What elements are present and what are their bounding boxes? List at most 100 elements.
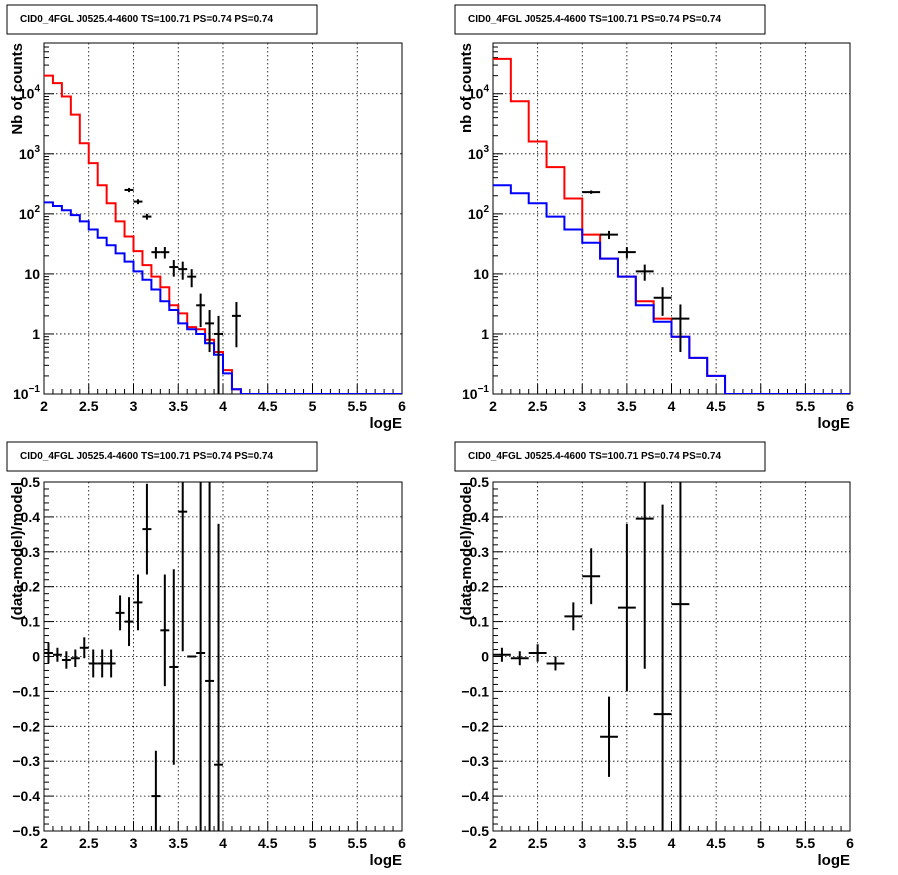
model-background-histogram	[44, 201, 402, 394]
x-axis-label: logE	[370, 852, 403, 869]
data-point	[564, 602, 583, 631]
residual-panel-right: CID0_4FGL J0525.4-4600 TS=100.71 PS=0.74…	[454, 441, 854, 869]
title-frame	[454, 4, 766, 35]
x-tick-label: 2	[40, 835, 48, 851]
y-tick-label: −0.2	[461, 718, 489, 734]
y-tick-label: 0.2	[470, 579, 490, 595]
model-background-histogram	[493, 184, 850, 394]
y-ticks	[44, 481, 54, 832]
data-point	[70, 649, 80, 667]
y-tick-label: −0.5	[12, 823, 40, 839]
x-tick-label: 3	[578, 835, 586, 851]
y-tick-label: 104	[468, 84, 490, 102]
x-tick-label: 2.5	[528, 398, 548, 414]
x-tick-label: 2	[489, 835, 497, 851]
x-tick-label: 3	[130, 835, 138, 851]
y-tick-label: 104	[19, 84, 41, 102]
grid	[43, 43, 403, 395]
data-point	[546, 656, 565, 671]
data-point	[44, 642, 53, 664]
y-tick-label: 102	[19, 204, 41, 222]
x-tick-label: 5	[757, 835, 765, 851]
chart-title: CID0_4FGL J0525.4-4600 TS=100.71 PS=0.74…	[468, 451, 721, 462]
data-point	[133, 574, 143, 631]
y-tick-label: 0.4	[21, 509, 41, 525]
x-tick-label: 4.5	[706, 398, 726, 414]
x-tick-label: 3.5	[617, 835, 637, 851]
x-tick-label: 5.5	[796, 835, 816, 851]
title-box: CID0_4FGL J0525.4-4600 TS=100.71 PS=0.74…	[454, 4, 766, 35]
x-tick-label: 4	[668, 398, 676, 414]
data-point	[106, 649, 116, 678]
data-point	[169, 260, 179, 277]
x-tick-label: 6	[846, 835, 854, 851]
x-tick-label: 4	[219, 398, 227, 414]
x-tick-label: 2	[489, 398, 497, 414]
y-tick-label: −0.4	[12, 788, 40, 804]
x-tick-label: 3.5	[617, 398, 637, 414]
x-tick-label: 2.5	[79, 835, 99, 851]
model-total-histogram	[493, 57, 850, 394]
x-tick-label: 5	[309, 835, 317, 851]
data-point	[187, 269, 197, 288]
data-point	[214, 523, 223, 831]
x-tick-label: 2	[40, 398, 48, 414]
x-tick-label: 4.5	[258, 398, 278, 414]
data-point	[151, 247, 161, 259]
x-axis-label: logE	[818, 415, 851, 432]
data-point	[671, 304, 690, 353]
y-tick-label: 103	[468, 144, 490, 162]
y-tick-label: 1	[481, 326, 489, 342]
data-point	[88, 649, 98, 678]
grid	[492, 481, 851, 832]
data-point	[231, 302, 241, 348]
x-tick-label: 2.5	[79, 398, 99, 414]
x-tick-label: 4.5	[258, 835, 278, 851]
x-ticks	[492, 821, 851, 831]
y-tick-label: 0.5	[21, 474, 41, 490]
y-tick-label: 0.4	[470, 509, 490, 525]
plot-area	[44, 482, 223, 831]
data-point	[160, 247, 170, 259]
residual-panel-left: CID0_4FGL J0525.4-4600 TS=100.71 PS=0.74…	[6, 441, 406, 869]
y-tick-label: 0.3	[470, 544, 490, 560]
data-point	[169, 569, 179, 765]
y-tick-label: −0.4	[461, 788, 489, 804]
data-point	[160, 574, 170, 687]
y-tick-label: 0.1	[21, 614, 41, 630]
y-tick-label: 0.5	[470, 474, 490, 490]
y-axis-label: (data-model)/model	[9, 482, 26, 620]
x-tick-label: 5.5	[348, 835, 368, 851]
title-frame	[454, 441, 766, 472]
y-tick-label: 0.3	[21, 544, 41, 560]
x-tick-label: 2.5	[528, 835, 548, 851]
y-tick-label: −0.1	[461, 683, 489, 699]
x-tick-label: 5	[757, 398, 765, 414]
data-point	[124, 187, 134, 193]
data-point	[142, 213, 152, 220]
grid	[492, 43, 851, 395]
counts-panel-left: CID0_4FGL J0525.4-4600 TS=100.71 PS=0.74…	[6, 4, 406, 432]
y-axis-label: Nb of counts	[9, 43, 26, 135]
x-tick-label: 3.5	[169, 398, 189, 414]
title-box: CID0_4FGL J0525.4-4600 TS=100.71 PS=0.74…	[6, 441, 318, 472]
data-point	[493, 647, 511, 662]
x-tick-label: 6	[398, 835, 406, 851]
x-ticks	[492, 384, 851, 394]
data-point	[510, 651, 529, 666]
data-point	[178, 261, 188, 280]
data-point	[205, 482, 215, 831]
x-axis-label: logE	[370, 415, 403, 432]
y-tick-label: −0.1	[12, 683, 40, 699]
y-ticks	[44, 42, 54, 395]
data-point	[133, 199, 143, 205]
data-point	[79, 637, 89, 659]
y-tick-label: 1	[32, 326, 40, 342]
y-tick-label: 10	[24, 266, 40, 282]
data-point	[214, 315, 223, 394]
y-tick-label: 103	[19, 144, 41, 162]
data-point	[528, 644, 547, 662]
data-point	[196, 293, 206, 328]
data-point	[196, 482, 206, 831]
